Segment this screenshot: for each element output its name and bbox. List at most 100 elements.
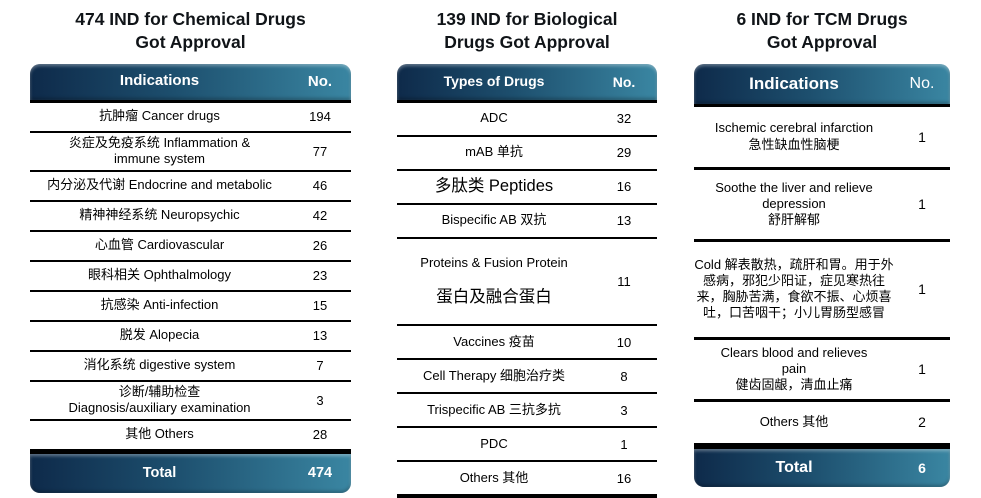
row-label: 多肽类 Peptides	[434, 177, 554, 196]
row-value: 1	[918, 361, 926, 377]
row-value: 11	[617, 273, 631, 289]
row-value: 7	[316, 358, 324, 373]
row-value: 16	[616, 470, 632, 486]
row-label: 抗感染 Anti-infection	[100, 297, 219, 313]
row-value: 3	[620, 402, 628, 418]
biological-total-row: Total 139	[397, 496, 657, 498]
table-row: 眼科相关 Ophthalmology 23	[30, 262, 351, 292]
total-value: 474	[307, 465, 333, 481]
table-row: 消化系统 digestive system 7	[30, 352, 351, 382]
biological-drugs-section: 139 IND for Biological Drugs Got Approva…	[397, 0, 657, 498]
row-label: Soothe the liver and relieve depression …	[715, 179, 873, 228]
tcm-header-row: Indications No.	[694, 63, 950, 107]
table-row: Vaccines 疫苗 10	[397, 326, 657, 361]
row-value: 2	[918, 414, 926, 430]
tcm-drugs-section: 6 IND for TCM Drugs Got Approval Indicat…	[694, 0, 950, 487]
table-row: 多肽类 Peptides 16	[397, 171, 657, 205]
row-label: Bispecific AB 双抗	[441, 212, 547, 228]
chemical-total-row: Total 474	[30, 450, 351, 493]
row-label: Cold 解表散热，疏肝和胃。用于外感病，邪犯少阳证，症见寒热往来，胸胁苦满，食…	[694, 256, 894, 321]
row-label: Others 其他	[459, 470, 529, 485]
row-label: Proteins & Fusion Protein 蛋白及融合蛋白	[397, 239, 591, 325]
table-row: 抗感染 Anti-infection 15	[30, 292, 351, 322]
row-value: 26	[312, 238, 328, 253]
tcm-col-header-indications: Indications	[749, 73, 839, 93]
table-row: Proteins & Fusion Protein 蛋白及融合蛋白 11	[397, 239, 657, 327]
row-label: 诊断/辅助检查 Diagnosis/auxiliary examination	[68, 383, 251, 415]
row-value: 42	[312, 208, 328, 223]
row-label: Others 其他	[759, 413, 829, 429]
row-label: ADC	[480, 110, 508, 126]
total-label: Total	[142, 464, 177, 481]
table-row: mAB 单抗 29	[397, 137, 657, 171]
row-label: PDC	[480, 436, 508, 451]
table-row: 内分泌及代谢 Endocrine and metabolic 46	[30, 172, 351, 202]
row-label: Vaccines 疫苗	[453, 334, 535, 349]
row-label: 炎症及免疫系统 Inflammation & immune system	[68, 134, 251, 166]
tcm-drugs-title: 6 IND for TCM Drugs Got Approval	[736, 9, 908, 52]
row-value: 15	[312, 298, 328, 313]
table-row: 精神神经系统 Neuropsychic 42	[30, 202, 351, 232]
biological-drugs-table: Types of Drugs No. ADC 32 mAB 单抗 29 多肽类 …	[397, 63, 657, 498]
table-row: Soothe the liver and relieve depression …	[694, 170, 950, 242]
table-row: 抗肿瘤 Cancer drugs 194	[30, 103, 351, 133]
biological-col-header-types: Types of Drugs	[443, 72, 545, 89]
row-value: 8	[620, 368, 628, 384]
table-row: Others 其他 16	[397, 462, 657, 497]
chemical-col-header-indications: Indications	[119, 72, 200, 90]
row-value: 46	[312, 178, 328, 193]
row-label-english: Proteins & Fusion Protein	[420, 254, 568, 270]
chemical-col-header-no: No.	[307, 73, 333, 90]
table-row: Trispecific AB 三抗多抗 3	[397, 394, 657, 429]
row-label: 脱发 Alopecia	[119, 327, 200, 343]
chemical-drugs-table: Indications No. 抗肿瘤 Cancer drugs 194 炎症及…	[30, 63, 351, 493]
row-value: 28	[312, 427, 328, 442]
row-value: 1	[918, 196, 926, 212]
row-value: 1	[918, 281, 926, 297]
row-label-chinese: 蛋白及融合蛋白	[436, 288, 552, 307]
row-label: 心血管 Cardiovascular	[94, 237, 225, 253]
row-value: 13	[616, 213, 632, 228]
row-value: 13	[312, 328, 328, 343]
table-row: 炎症及免疫系统 Inflammation & immune system 77	[30, 133, 351, 172]
table-row: 诊断/辅助检查 Diagnosis/auxiliary examination …	[30, 382, 351, 421]
row-label: 内分泌及代谢 Endocrine and metabolic	[47, 177, 272, 193]
row-value: 3	[316, 392, 324, 408]
row-label: 眼科相关 Ophthalmology	[87, 267, 232, 283]
row-label: 精神神经系统 Neuropsychic	[79, 207, 240, 223]
row-label: Ischemic cerebral infarction 急性缺血性脑梗	[714, 120, 874, 152]
biological-drugs-title: 139 IND for Biological Drugs Got Approva…	[436, 9, 618, 52]
row-label: 其他 Others	[125, 426, 194, 442]
table-row: PDC 1	[397, 428, 657, 463]
table-row: Cell Therapy 细胞治疗类 8	[397, 360, 657, 395]
row-label: Trispecific AB 三抗多抗	[427, 402, 561, 417]
tcm-total-row: Total 6	[694, 445, 950, 487]
row-value: 29	[616, 145, 632, 160]
chemical-drugs-title: 474 IND for Chemical Drugs Got Approval	[75, 9, 306, 52]
table-row: Others 其他 2	[694, 402, 950, 446]
table-row: Bispecific AB 双抗 13	[397, 205, 657, 239]
tcm-col-header-no: No.	[909, 74, 935, 92]
chemical-drugs-section: 474 IND for Chemical Drugs Got Approval …	[30, 0, 351, 493]
row-value: 32	[616, 111, 632, 126]
row-value: 194	[309, 109, 331, 124]
total-label: Total	[775, 458, 813, 476]
table-row: 脱发 Alopecia 13	[30, 322, 351, 352]
row-value: 77	[312, 143, 328, 159]
row-label: Cell Therapy 细胞治疗类	[422, 368, 566, 383]
chemical-header-row: Indications No.	[30, 63, 351, 103]
table-row: Cold 解表散热，疏肝和胃。用于外感病，邪犯少阳证，症见寒热往来，胸胁苦满，食…	[694, 242, 950, 340]
row-label: 消化系统 digestive system	[83, 357, 236, 373]
row-value: 23	[312, 268, 328, 283]
row-value: 16	[616, 179, 632, 194]
table-row: Ischemic cerebral infarction 急性缺血性脑梗 1	[694, 107, 950, 170]
row-label: 抗肿瘤 Cancer drugs	[99, 108, 220, 124]
table-row: 心血管 Cardiovascular 26	[30, 232, 351, 262]
biological-header-row: Types of Drugs No.	[397, 63, 657, 103]
row-value: 1	[620, 436, 628, 452]
row-value: 10	[616, 334, 632, 350]
total-value: 6	[918, 459, 926, 476]
table-row: ADC 32	[397, 103, 657, 137]
biological-col-header-no: No.	[612, 73, 636, 90]
